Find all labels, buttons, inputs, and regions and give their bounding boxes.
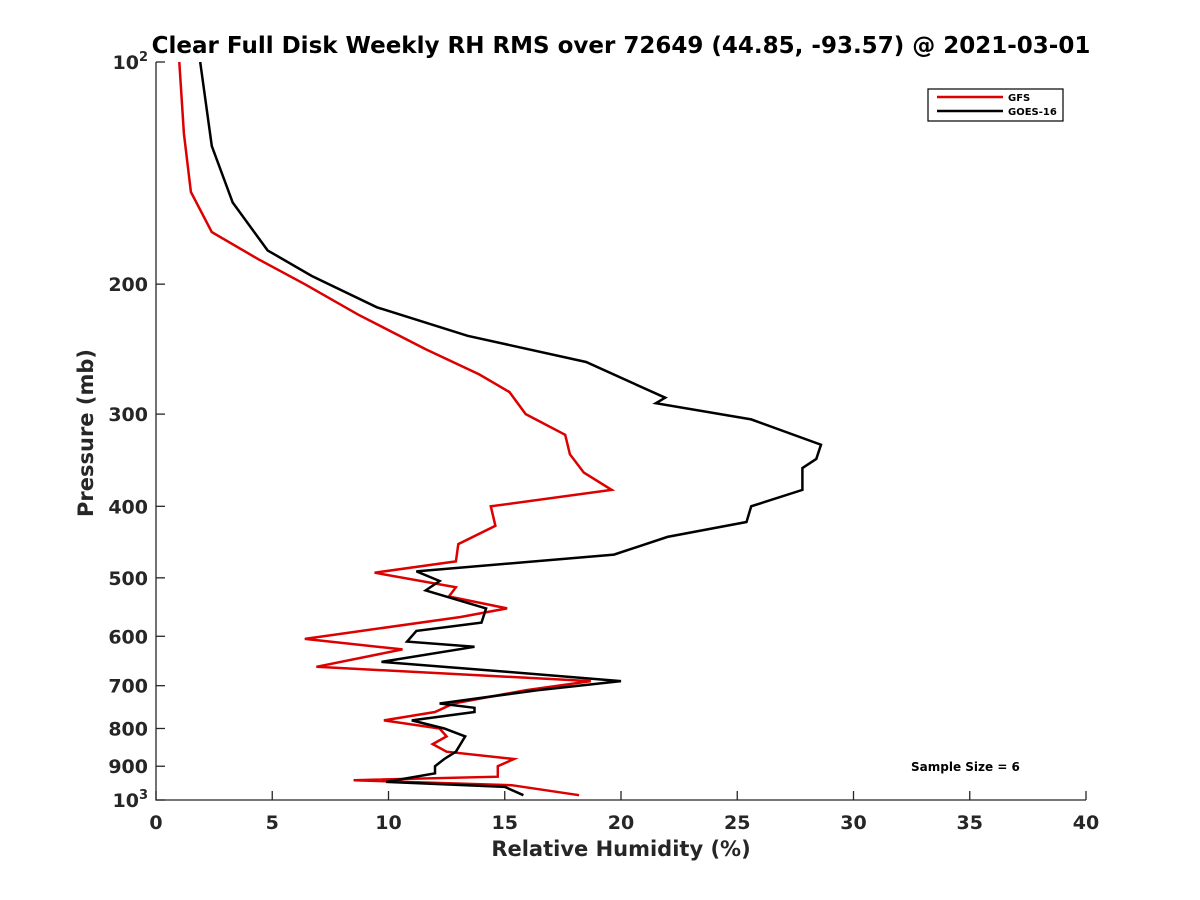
y-tick-label: 800 — [108, 718, 148, 740]
series-line-gfs — [178, 61, 616, 797]
legend: GFS GOES-16 — [927, 88, 1064, 122]
y-tick-label: 200 — [108, 274, 148, 296]
plot-axes — [155, 62, 1086, 801]
sample-size-annotation: Sample Size = 6 — [911, 760, 1020, 774]
y-tick-label: 400 — [108, 496, 148, 518]
legend-box — [927, 88, 1064, 122]
x-tick-label: 5 — [266, 812, 279, 834]
x-axis-label: Relative Humidity (%) — [491, 837, 750, 861]
series-group — [178, 61, 823, 797]
x-tick-label: 20 — [608, 812, 634, 834]
y-axis: 102 200 300 400 500 600 700 800 900 103 — [108, 50, 165, 812]
x-tick-label: 10 — [375, 812, 401, 834]
y-tick-label: 103 — [113, 788, 149, 812]
x-axis: 0 5 10 15 20 25 30 35 40 — [149, 791, 1099, 834]
y-tick-label: 102 — [113, 50, 149, 74]
x-tick-label: 15 — [492, 812, 518, 834]
legend-label: GOES-16 — [1008, 107, 1057, 118]
y-tick-label: 900 — [108, 756, 148, 778]
chart-title: Clear Full Disk Weekly RH RMS over 72649… — [152, 33, 1091, 59]
x-tick-label: 0 — [149, 812, 162, 834]
x-tick-label: 25 — [724, 812, 750, 834]
series-line-goes-16 — [198, 61, 823, 797]
y-axis-label: Pressure (mb) — [74, 349, 98, 517]
y-tick-label: 600 — [108, 626, 148, 648]
y-tick-label: 300 — [108, 404, 148, 426]
x-tick-label: 30 — [840, 812, 866, 834]
x-tick-label: 35 — [957, 812, 983, 834]
legend-label: GFS — [1008, 93, 1030, 104]
x-tick-label: 40 — [1073, 812, 1099, 834]
y-tick-label: 500 — [108, 568, 148, 590]
y-tick-label: 700 — [108, 676, 148, 698]
